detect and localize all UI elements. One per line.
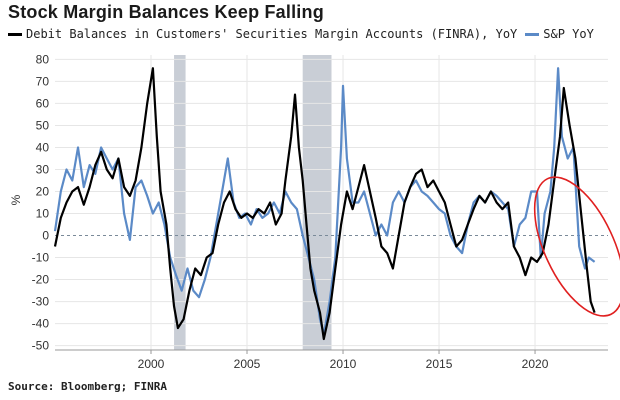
y-tick-label-2: 60	[36, 96, 50, 110]
recession-bands	[174, 55, 332, 350]
y-tick-label-9: -10	[32, 251, 50, 265]
legend-label-margin: Debit Balances in Customers' Securities …	[26, 27, 518, 41]
y-tick-label-3: 50	[36, 118, 50, 132]
legend-item-sp: S&P YoY	[525, 27, 594, 41]
y-tick-label-8: 0	[42, 229, 49, 243]
y-axis-label: %	[9, 194, 23, 205]
annotation-layer	[533, 176, 620, 317]
y-axis: 80 70 60 50 40 30 20 10 0 -10 -20 -30 -40 -50	[32, 52, 50, 352]
x-tick-label-3: 2015	[426, 357, 453, 371]
chart-legend: Debit Balances in Customers' Securities …	[8, 27, 602, 41]
y-tick-label-6: 20	[36, 184, 50, 198]
source-note: Source: Bloomberg; FINRA	[8, 380, 167, 393]
series-lines	[53, 67, 596, 341]
y-tick-label-0: 80	[36, 52, 50, 66]
legend-label-sp: S&P YoY	[543, 27, 594, 41]
x-tick-label-0: 2000	[138, 357, 165, 371]
y-tick-label-11: -30	[32, 295, 50, 309]
y-tick-label-12: -40	[32, 317, 50, 331]
x-axis: 2000 2005 2010 2015 2020	[55, 349, 608, 371]
chart-title: Stock Margin Balances Keep Falling	[8, 2, 324, 22]
series-line-margin	[53, 67, 596, 341]
recession-band-0	[174, 55, 186, 350]
x-tick-label-4: 2020	[522, 357, 549, 371]
y-tick-label-13: -50	[32, 339, 50, 353]
legend-item-margin: Debit Balances in Customers' Securities …	[8, 27, 517, 41]
legend-swatch-sp	[525, 32, 540, 36]
y-tick-label-1: 70	[36, 74, 50, 88]
x-tick-label-1: 2005	[234, 357, 261, 371]
y-tick-label-5: 30	[36, 162, 50, 176]
y-tick-label-7: 10	[36, 207, 50, 221]
highlight-ellipse	[533, 176, 620, 317]
y-tick-label-10: -20	[32, 273, 50, 287]
legend-swatch-margin	[8, 32, 22, 36]
y-tick-label-4: 40	[36, 140, 50, 154]
x-tick-label-2: 2010	[330, 357, 357, 371]
